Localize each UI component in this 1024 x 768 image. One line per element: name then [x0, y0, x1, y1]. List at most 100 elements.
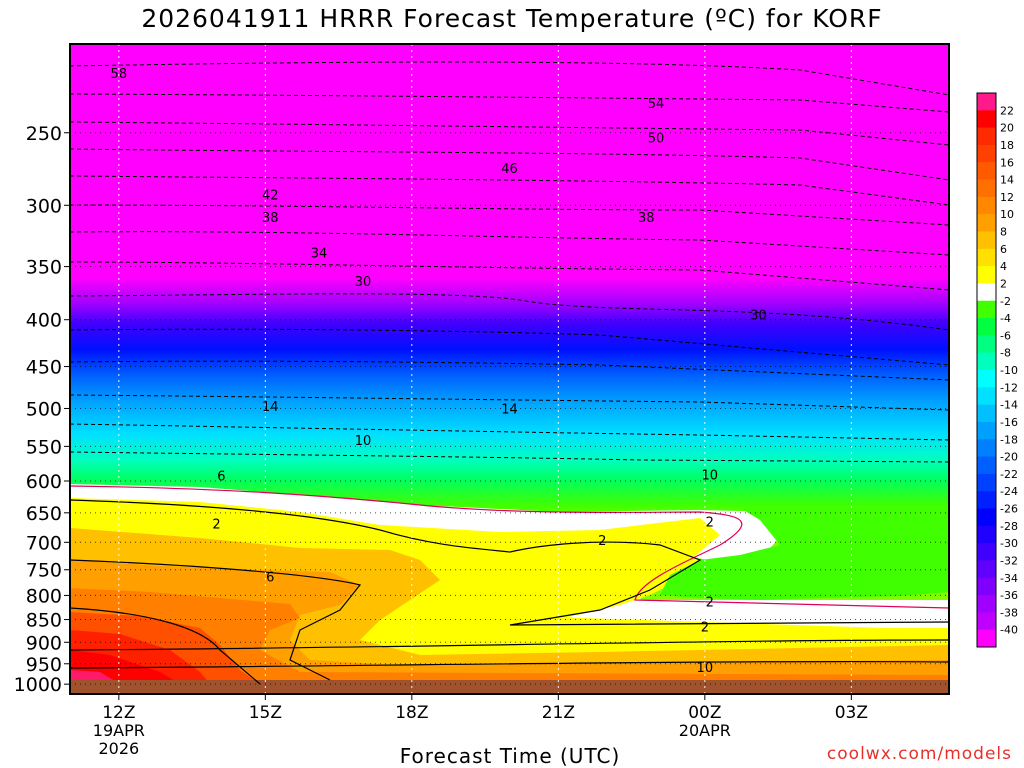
contour-label: 10 — [697, 661, 714, 676]
colorbar-swatch — [977, 266, 996, 284]
colorbar-label: -32 — [1000, 554, 1018, 567]
y-tick-label: 350 — [26, 257, 62, 279]
colorbar-label: 16 — [1000, 156, 1014, 169]
colorbar-label: -6 — [1000, 329, 1011, 342]
contour-label: 38 — [262, 211, 279, 226]
colorbar-swatch — [977, 283, 996, 302]
y-tick-label: 900 — [26, 632, 62, 654]
colorbar-label: 2 — [1000, 277, 1007, 290]
y-tick-label: 300 — [26, 195, 62, 217]
colorbar-label: -30 — [1000, 537, 1018, 550]
contour-label: 30 — [355, 275, 372, 290]
colorbar: 22 20 18 16 14 12 10 8 6 4 2 -2 -4 -6 -8 -10 -12 -14 -16 -1… — [976, 92, 1018, 648]
y-tick-label: 550 — [26, 436, 62, 458]
contour-label: 54 — [648, 97, 665, 112]
contour-label: 46 — [501, 162, 518, 177]
colorbar-swatch — [977, 144, 996, 163]
y-tick-label: 700 — [26, 532, 62, 554]
y-tick-label: 500 — [26, 398, 62, 420]
colorbar-label: -18 — [1000, 433, 1018, 446]
colorbar-label: -20 — [1000, 451, 1018, 464]
colorbar-label: -28 — [1000, 520, 1018, 533]
colorbar-label: -36 — [1000, 589, 1018, 602]
colorbar-label: -40 — [1000, 624, 1018, 637]
colorbar-label: 4 — [1000, 260, 1007, 273]
colorbar-swatch — [977, 335, 996, 354]
contour-label: 58 — [111, 67, 128, 82]
x-tick-label: 21Z — [542, 703, 575, 723]
colorbar-swatch — [977, 318, 996, 336]
colorbar-swatch — [977, 577, 996, 596]
contour-label: 2 — [701, 620, 709, 635]
contour-label: 2 — [212, 518, 220, 533]
colorbar-swatch — [977, 491, 996, 509]
x-tick-label: 18Z — [395, 703, 428, 723]
colorbar-label: -38 — [1000, 606, 1018, 619]
colorbar-swatch — [977, 352, 996, 371]
colorbar-label: 6 — [1000, 243, 1007, 256]
colorbar-label: -8 — [1000, 347, 1011, 360]
colorbar-swatch — [977, 300, 996, 319]
contour-label: 2 — [706, 515, 714, 530]
credit-link[interactable]: coolwx.com/models — [826, 744, 1012, 764]
colorbar-swatch — [977, 231, 996, 250]
contour-label: 2 — [706, 595, 714, 610]
y-tick-label: 800 — [26, 585, 62, 607]
contour-label: 30 — [750, 309, 767, 324]
colorbar-label: -2 — [1000, 295, 1011, 308]
x-tick-label: 20APR — [679, 721, 731, 740]
colorbar-swatch — [977, 439, 996, 458]
x-tick-label: 00Z — [688, 703, 721, 723]
colorbar-swatch — [977, 110, 996, 129]
contour-label: 50 — [648, 132, 665, 147]
y-tick-label: 600 — [26, 471, 62, 493]
colorbar-swatch — [977, 595, 996, 613]
colorbar-label: 10 — [1000, 208, 1014, 221]
y-tick-label: 400 — [26, 310, 62, 332]
colorbar-swatch — [977, 629, 996, 648]
temperature-field — [70, 44, 949, 694]
colorbar-swatch — [977, 543, 996, 561]
colorbar-label: -24 — [1000, 485, 1018, 498]
colorbar-label: 22 — [1000, 104, 1014, 117]
colorbar-swatch — [977, 196, 996, 215]
colorbar-label: -16 — [1000, 416, 1018, 429]
colorbar-swatch — [977, 404, 996, 423]
colorbar-swatch — [977, 473, 996, 492]
contour-label: 38 — [638, 211, 655, 226]
contour-label: 10 — [701, 468, 718, 483]
contour-label: 2 — [598, 534, 606, 549]
colorbar-swatch — [977, 508, 996, 527]
chart-title: 2026041911 HRRR Forecast Temperature (ºC… — [141, 4, 883, 33]
contour-label: 42 — [262, 189, 279, 204]
colorbar-label: -10 — [1000, 364, 1018, 377]
y-tick-label: 750 — [26, 560, 62, 582]
colorbar-swatch — [977, 248, 996, 267]
y-tick-label: 650 — [26, 503, 62, 525]
x-tick-label: 19APR — [93, 721, 145, 740]
colorbar-label: 12 — [1000, 191, 1014, 204]
colorbar-swatch — [977, 214, 996, 232]
colorbar-label: -26 — [1000, 503, 1018, 516]
colorbar-swatch — [977, 179, 996, 198]
colorbar-label: -22 — [1000, 468, 1018, 481]
x-axis-label: Forecast Time (UTC) — [399, 744, 621, 768]
contour-label: 10 — [355, 434, 372, 449]
contour-label: 14 — [501, 402, 518, 417]
colorbar-swatch — [977, 560, 996, 579]
contour-label: 6 — [217, 470, 225, 485]
y-tick-label: 1000 — [14, 674, 62, 696]
colorbar-label: 20 — [1000, 122, 1014, 135]
colorbar-label: 18 — [1000, 139, 1014, 152]
y-tick-label: 450 — [26, 357, 62, 379]
contour-label: 34 — [311, 247, 328, 262]
colorbar-label: -12 — [1000, 381, 1018, 394]
colorbar-label: 8 — [1000, 226, 1007, 239]
colorbar-label: -14 — [1000, 399, 1018, 412]
colorbar-label: -4 — [1000, 312, 1011, 325]
colorbar-swatch — [977, 387, 996, 406]
colorbar-swatch — [977, 456, 996, 475]
colorbar-swatch — [977, 525, 996, 544]
colorbar-label: 14 — [1000, 174, 1014, 187]
